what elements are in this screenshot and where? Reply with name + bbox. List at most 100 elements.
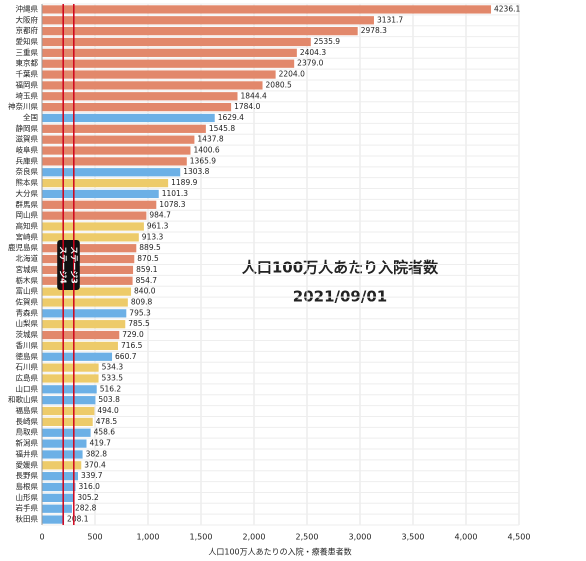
value-label: 305.2 (77, 493, 99, 502)
bar (42, 504, 72, 513)
value-label: 503.8 (98, 395, 120, 404)
bar (42, 352, 113, 361)
value-label: 208.1 (67, 515, 89, 524)
value-label: 1400.6 (193, 146, 219, 155)
value-label: 339.7 (81, 471, 103, 480)
bar (42, 16, 374, 25)
bar (42, 189, 159, 199)
y-tick-label: 東京都 (16, 58, 39, 68)
bar (42, 233, 139, 242)
y-tick-label: 兵庫県 (16, 155, 39, 165)
value-label: 716.5 (121, 341, 143, 350)
bar (42, 211, 147, 220)
bar (42, 439, 87, 448)
y-tick-label: 千葉県 (16, 69, 39, 79)
bar (42, 168, 181, 177)
value-label: 516.2 (100, 384, 122, 393)
y-tick-label: 青森県 (16, 307, 39, 317)
value-label: 2978.3 (361, 26, 387, 35)
value-label: 4236.1 (494, 4, 520, 13)
bar (42, 254, 135, 264)
x-tick-label: 3,500 (402, 533, 425, 542)
y-tick-label: 島根県 (16, 481, 39, 491)
x-tick-label: 4,500 (508, 533, 531, 542)
y-tick-label: 栃木県 (16, 275, 39, 285)
bar (42, 157, 187, 166)
bar (42, 48, 297, 57)
bar (42, 515, 65, 524)
reference-label: ステージ4 (59, 246, 68, 284)
y-tick-label: 愛媛県 (16, 459, 39, 469)
value-label: 1101.3 (162, 189, 188, 198)
x-tick-label: 4,000 (455, 533, 478, 542)
bar (42, 472, 79, 481)
value-label: 533.5 (102, 373, 124, 382)
x-axis-label: 人口100万人あたりの入院・療養患者数 (208, 547, 351, 557)
x-tick-label: 1,500 (190, 533, 213, 542)
bar (42, 482, 76, 492)
bar (42, 406, 95, 416)
value-label: 458.6 (94, 428, 116, 437)
bar (42, 287, 132, 296)
y-tick-label: 群馬県 (16, 199, 39, 209)
bar (42, 81, 263, 90)
y-tick-label: 福井県 (16, 448, 39, 458)
bar (42, 417, 93, 427)
y-tick-label: 福島県 (16, 405, 39, 415)
bar (42, 330, 120, 340)
bar (42, 59, 295, 68)
bar (42, 363, 99, 372)
y-tick-label: 茨城県 (16, 329, 39, 339)
y-tick-label: 岡山県 (16, 210, 39, 220)
value-label: 3131.7 (377, 15, 403, 24)
value-label: 1189.9 (171, 178, 197, 187)
bar (42, 244, 137, 253)
y-tick-label: 香川県 (16, 340, 39, 350)
y-tick-label: 大分県 (16, 188, 39, 198)
value-label: 1545.8 (209, 124, 235, 133)
value-label: 2379.0 (297, 59, 323, 68)
value-label: 1365.9 (190, 156, 216, 165)
value-label: 870.5 (137, 254, 159, 263)
value-label: 1844.4 (241, 91, 267, 100)
y-tick-label: 静岡県 (16, 123, 39, 133)
y-tick-label: 埼玉県 (16, 90, 39, 100)
value-label: 729.0 (122, 330, 144, 339)
y-tick-label: 大阪府 (16, 14, 39, 24)
x-tick-label: 3,000 (349, 533, 372, 542)
grid (41, 3, 520, 526)
y-tick-label: 愛知県 (16, 36, 39, 46)
bar (42, 385, 97, 394)
y-tick-label: 秋田県 (16, 514, 39, 524)
value-label: 1784.0 (234, 102, 260, 111)
y-tick-label: 神奈川県 (8, 101, 38, 111)
value-label: 859.1 (136, 265, 158, 274)
value-label: 382.8 (86, 449, 108, 458)
x-tick-label: 1,000 (137, 533, 160, 542)
bar (42, 70, 276, 79)
value-label: 2204.0 (279, 70, 305, 79)
bar (42, 428, 91, 437)
bar (42, 276, 133, 285)
y-tick-label: 奈良県 (16, 166, 39, 176)
value-label: 1437.8 (197, 135, 223, 144)
y-tick-label: 富山県 (16, 286, 39, 296)
bar (42, 124, 206, 133)
y-tick-label: 和歌山県 (8, 394, 38, 404)
y-tick-label: 全国 (23, 112, 38, 122)
y-tick-label: 宮城県 (16, 264, 39, 274)
y-tick-label: 新潟県 (16, 438, 39, 448)
y-tick-label: 山口県 (16, 383, 39, 393)
y-tick-label: 佐賀県 (16, 296, 39, 306)
bar (42, 396, 96, 405)
value-label: 1078.3 (159, 200, 185, 209)
y-tick-label: 京都府 (16, 25, 39, 35)
value-label: 1629.4 (218, 113, 244, 122)
y-tick-label: 福岡県 (16, 80, 39, 89)
bar (42, 200, 157, 209)
value-label: 785.5 (128, 319, 150, 328)
y-tick-label: 高知県 (16, 221, 39, 231)
bar (42, 450, 83, 459)
bar (42, 113, 215, 123)
y-tick-label: 岐阜県 (16, 145, 39, 155)
